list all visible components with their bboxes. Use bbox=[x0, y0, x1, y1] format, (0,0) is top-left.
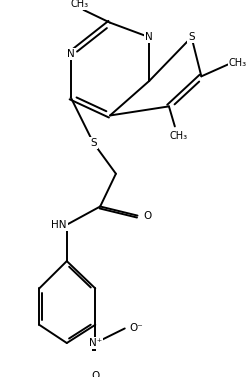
Text: S: S bbox=[188, 32, 195, 42]
Text: S: S bbox=[90, 138, 97, 148]
Text: N⁺: N⁺ bbox=[89, 338, 102, 348]
Text: N: N bbox=[145, 32, 153, 42]
Text: O: O bbox=[143, 211, 152, 221]
Text: N: N bbox=[67, 49, 75, 58]
Text: HN: HN bbox=[51, 220, 67, 230]
Text: CH₃: CH₃ bbox=[70, 0, 89, 9]
Text: CH₃: CH₃ bbox=[170, 130, 188, 141]
Text: O⁻: O⁻ bbox=[130, 323, 143, 333]
Text: O: O bbox=[91, 371, 99, 377]
Text: CH₃: CH₃ bbox=[229, 58, 247, 68]
